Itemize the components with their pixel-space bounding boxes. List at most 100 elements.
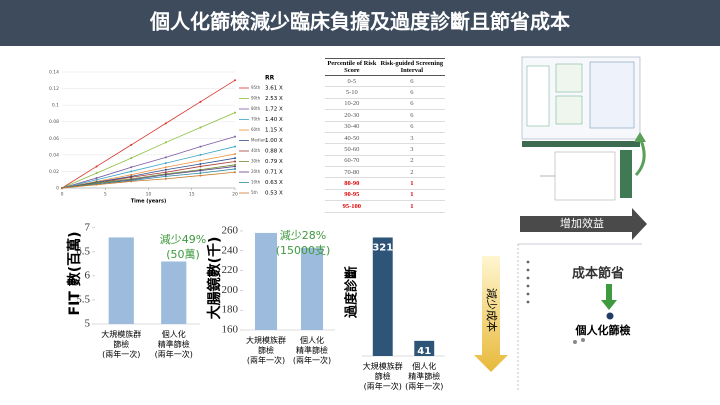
legend-label: 40th xyxy=(251,148,261,153)
bar xyxy=(372,237,393,356)
series-line xyxy=(61,112,236,189)
x-tick-label: 大規模族群篩檢(兩年一次) xyxy=(363,361,403,391)
point xyxy=(130,143,133,146)
x-tick-label: 10 xyxy=(146,192,152,198)
x-tick-label: 5 xyxy=(104,192,107,198)
legend-rr: 0.88 X xyxy=(265,149,283,155)
point xyxy=(199,159,202,162)
legend-title: RR xyxy=(265,75,275,82)
table-cell: 5-10 xyxy=(325,86,379,99)
legend-label: 70th xyxy=(251,117,261,122)
point xyxy=(164,141,167,144)
table-cell: 1 xyxy=(378,200,445,213)
table-cell: 6 xyxy=(378,98,445,111)
y-tick-label: 220 xyxy=(222,264,239,276)
point xyxy=(164,162,167,165)
point xyxy=(130,170,133,173)
point xyxy=(130,173,133,176)
series-line xyxy=(61,146,236,189)
point xyxy=(130,166,133,169)
table-cell: 3 xyxy=(378,132,445,145)
table-header: Percentile of Risk Score xyxy=(325,58,379,76)
interval-table: Percentile of Risk Score Risk-guided Scre… xyxy=(325,58,445,213)
table-cell: 30-40 xyxy=(325,121,379,133)
y-tick-label: 260 xyxy=(222,224,239,236)
y-tick-label: 6 xyxy=(85,269,91,281)
y-tick-label: 7 xyxy=(85,221,91,233)
annotation: 減少49% xyxy=(160,232,206,246)
series-line xyxy=(61,171,236,189)
point xyxy=(95,172,98,175)
legend-label: 30th xyxy=(251,159,261,164)
point-label: 個人化篩檢 xyxy=(575,323,631,337)
cost-arrow-label: 減少成本 xyxy=(485,288,499,332)
bar xyxy=(414,340,435,356)
table-cell: 80-90 xyxy=(325,177,379,190)
table-cell: 2 xyxy=(378,166,445,179)
table-cell: 6 xyxy=(378,109,445,122)
legend-rr: 0.79 X xyxy=(265,159,283,165)
table-cell: 6 xyxy=(378,121,445,133)
point xyxy=(199,169,202,172)
point xyxy=(199,172,202,175)
series-line xyxy=(61,168,236,189)
point xyxy=(130,157,133,160)
y-tick-label: 5.5 xyxy=(76,293,90,305)
point xyxy=(234,167,236,170)
table-cell: 6 xyxy=(378,75,445,88)
point xyxy=(95,165,98,168)
y-tick-label: 0.08 xyxy=(49,119,59,125)
point xyxy=(95,177,98,180)
x-tick-label: 0 xyxy=(61,192,64,198)
point xyxy=(164,122,167,125)
point xyxy=(130,176,133,179)
table-cell: 10-20 xyxy=(325,98,379,111)
y-tick-label: 0.12 xyxy=(49,86,59,92)
table-cell: 3 xyxy=(378,143,445,156)
legend-rr: 0.71 X xyxy=(265,170,283,176)
table-cell: 60-70 xyxy=(325,155,379,168)
legend-rr: 3.61 X xyxy=(265,86,283,92)
point xyxy=(199,165,202,168)
point xyxy=(234,165,236,168)
point xyxy=(164,177,167,180)
point xyxy=(199,145,202,148)
legend-label: 10th xyxy=(251,180,261,185)
legend-label: 60th xyxy=(251,127,261,132)
cost-arrow xyxy=(474,256,508,372)
point xyxy=(234,163,236,166)
legend-rr: 0.63 X xyxy=(265,180,283,186)
y-tick-label: 0.14 xyxy=(49,70,59,76)
point xyxy=(164,156,167,159)
point xyxy=(234,171,236,174)
point xyxy=(199,153,202,156)
legend-rr: 1.15 X xyxy=(265,128,283,134)
x-tick-label: 個人化精準篩檢(兩年一次) xyxy=(155,329,193,359)
legend-label: Median xyxy=(251,138,266,143)
x-tick-label: 15 xyxy=(189,192,195,198)
annotation: (15000支) xyxy=(276,244,331,257)
point xyxy=(234,145,236,148)
table-cell: 90-95 xyxy=(325,189,379,202)
series-line xyxy=(61,136,236,189)
x-tick-label: 大規模族群篩檢(兩年一次) xyxy=(101,329,141,359)
y-tick-label: 0.02 xyxy=(49,169,59,175)
series-line xyxy=(61,153,236,189)
y-axis-label: 過度診斷 xyxy=(344,266,360,319)
y-tick-label: 240 xyxy=(222,244,239,256)
x-tick-label: 個人化精準篩檢(兩年一次) xyxy=(405,361,443,391)
y-tick-label: 6.5 xyxy=(76,245,90,257)
title-bar xyxy=(0,0,720,46)
x-tick-label: 個人化精準篩檢(兩年一次) xyxy=(293,335,331,365)
point xyxy=(234,160,236,163)
series-line xyxy=(61,157,236,189)
slide-title: 個人化篩檢減少臨床負擔及過度診斷且節省成本 xyxy=(149,10,570,34)
legend-label: 20th xyxy=(251,169,261,174)
model-diagram xyxy=(521,56,646,201)
legend-rr: 1.40 X xyxy=(265,117,283,123)
saving-label: 成本節省 xyxy=(572,266,624,282)
effect-arrow-label: 增加效益 xyxy=(560,216,604,230)
y-tick-label: 5 xyxy=(85,318,91,330)
point xyxy=(234,153,236,156)
